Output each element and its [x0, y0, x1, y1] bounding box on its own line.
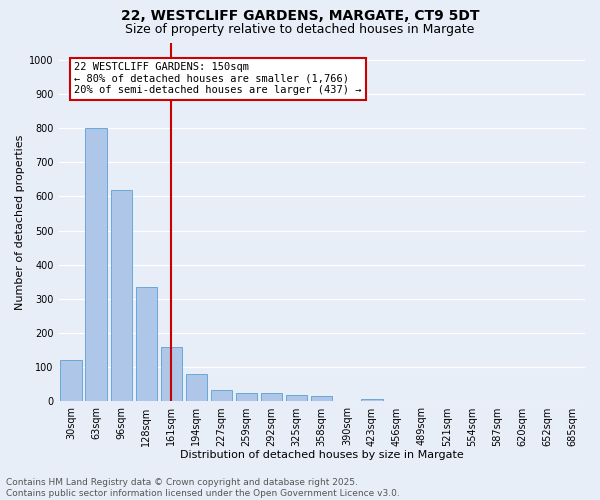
- Bar: [361, 398, 383, 402]
- Bar: [186, 374, 207, 402]
- Bar: [61, 360, 82, 402]
- Bar: [110, 190, 132, 402]
- Bar: [286, 396, 307, 402]
- Bar: [261, 393, 282, 402]
- Y-axis label: Number of detached properties: Number of detached properties: [15, 134, 25, 310]
- Bar: [136, 287, 157, 402]
- Text: Size of property relative to detached houses in Margate: Size of property relative to detached ho…: [125, 22, 475, 36]
- Bar: [236, 393, 257, 402]
- Text: 22 WESTCLIFF GARDENS: 150sqm
← 80% of detached houses are smaller (1,766)
20% of: 22 WESTCLIFF GARDENS: 150sqm ← 80% of de…: [74, 62, 362, 96]
- Bar: [311, 396, 332, 402]
- Text: 22, WESTCLIFF GARDENS, MARGATE, CT9 5DT: 22, WESTCLIFF GARDENS, MARGATE, CT9 5DT: [121, 9, 479, 23]
- Text: Contains HM Land Registry data © Crown copyright and database right 2025.
Contai: Contains HM Land Registry data © Crown c…: [6, 478, 400, 498]
- Bar: [85, 128, 107, 402]
- Bar: [211, 390, 232, 402]
- X-axis label: Distribution of detached houses by size in Margate: Distribution of detached houses by size …: [180, 450, 464, 460]
- Bar: [161, 347, 182, 402]
